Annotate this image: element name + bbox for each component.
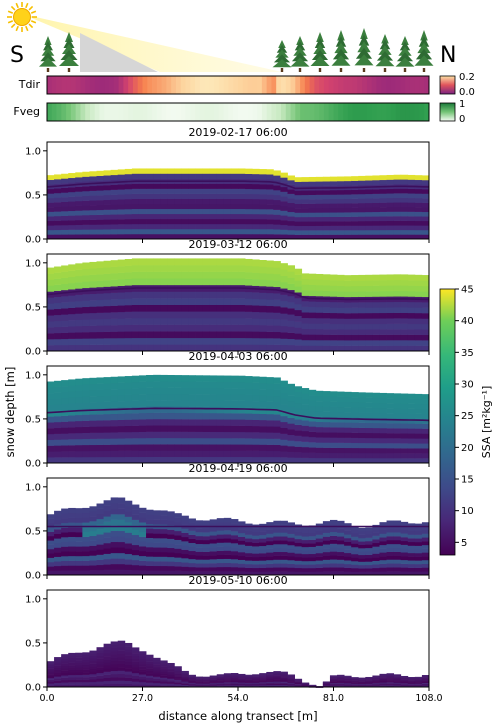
snow-columns xyxy=(47,258,430,352)
tdir-label: Tdir xyxy=(18,78,41,91)
ssa-tick-label: 30 xyxy=(461,380,474,391)
y-tick-label: 0.5 xyxy=(25,414,41,425)
tdir-colorbar xyxy=(439,75,456,95)
fveg-colorbar-tick-min: 0 xyxy=(459,114,465,125)
panel-title: 2019-03-12 06:00 xyxy=(188,238,287,251)
y-axis-label: snow depth [m] xyxy=(3,367,17,458)
south-label: S xyxy=(10,43,24,68)
panel-1: 2019-03-12 06:00 0.0 0.5 1.0 xyxy=(25,238,430,358)
layer-boundary xyxy=(46,287,430,301)
ssa-tick-label: 25 xyxy=(461,411,474,422)
y-tick-label: 0.0 xyxy=(25,571,41,582)
layer-boundary xyxy=(46,407,430,422)
y-tick-label: 1.0 xyxy=(25,146,41,157)
panel-title: 2019-02-17 06:00 xyxy=(188,126,287,139)
x-axis-label: distance along transect [m] xyxy=(158,709,317,723)
trees-north xyxy=(272,28,434,72)
x-tick-label: 81.0 xyxy=(323,693,344,704)
y-tick-label: 0.0 xyxy=(25,235,41,246)
tdir-colorbar-tick-max: 0.2 xyxy=(459,72,475,83)
ssa-tick-label: 20 xyxy=(461,443,474,454)
x-tick-label: 54.0 xyxy=(227,693,248,704)
sun-beam xyxy=(22,14,282,72)
ssa-colorbar-label: SSA [m²kg⁻¹] xyxy=(480,386,493,458)
panel-0: 2019-02-17 06:00 0.0 0.5 1.0 xyxy=(25,126,430,246)
y-tick-label: 1.0 xyxy=(25,258,41,269)
snow-columns xyxy=(47,374,430,464)
fveg-colorbar-tick-max: 1 xyxy=(459,99,465,110)
snow-columns xyxy=(47,497,430,576)
tree-shadow xyxy=(80,33,158,72)
x-tick-label: 27.0 xyxy=(132,693,153,704)
y-tick-label: 0.5 xyxy=(25,302,41,313)
ssa-tick-label: 45 xyxy=(461,285,474,296)
ssa-colorbar xyxy=(439,288,456,556)
ssa-tick-label: 35 xyxy=(461,348,474,359)
ssa-tick-label: 40 xyxy=(461,316,474,327)
layer-boundary xyxy=(46,180,430,190)
tdir-strip xyxy=(47,76,430,94)
y-tick-label: 0.5 xyxy=(25,190,41,201)
ssa-colorbar-ticks: 45 40 35 30 25 20 15 10 5 xyxy=(455,285,474,549)
snow-columns xyxy=(47,168,430,240)
panel-4: 2019-05-10 06:00 0.0 0.5 1.0 0.0 27.0 54.0 81.0… xyxy=(25,574,443,704)
fveg-label: Fveg xyxy=(13,105,40,118)
ssa-tick-label: 10 xyxy=(461,506,474,517)
north-label: N xyxy=(440,43,456,68)
fveg-strip xyxy=(47,103,430,121)
y-tick-label: 1.0 xyxy=(25,594,41,605)
panel-3: 2019-04-19 06:00 0.0 0.5 1.0 xyxy=(25,462,430,582)
ssa-tick-label: 5 xyxy=(461,538,467,549)
y-tick-label: 0.5 xyxy=(25,526,41,537)
y-tick-label: 1.0 xyxy=(25,370,41,381)
x-tick-label: 108.0 xyxy=(415,693,442,704)
y-tick-label: 0.0 xyxy=(25,683,41,694)
y-tick-label: 0.5 xyxy=(25,638,41,649)
y-tick-label: 1.0 xyxy=(25,482,41,493)
panel-title: 2019-05-10 06:00 xyxy=(188,574,287,587)
panel-title: 2019-04-19 06:00 xyxy=(188,462,287,475)
tdir-colorbar-tick-min: 0.0 xyxy=(459,87,475,98)
fveg-colorbar xyxy=(439,102,456,122)
sun-icon xyxy=(7,2,37,32)
ssa-tick-label: 15 xyxy=(461,475,474,486)
x-tick-label: 0.0 xyxy=(39,693,54,704)
y-tick-label: 0.0 xyxy=(25,459,41,470)
panel-title: 2019-04-03 06:00 xyxy=(188,350,287,363)
y-tick-label: 0.0 xyxy=(25,347,41,358)
trees-south xyxy=(39,32,79,72)
snow-columns xyxy=(47,640,430,688)
panel-2: 2019-04-03 06:00 0.0 0.5 1.0 xyxy=(25,350,430,470)
